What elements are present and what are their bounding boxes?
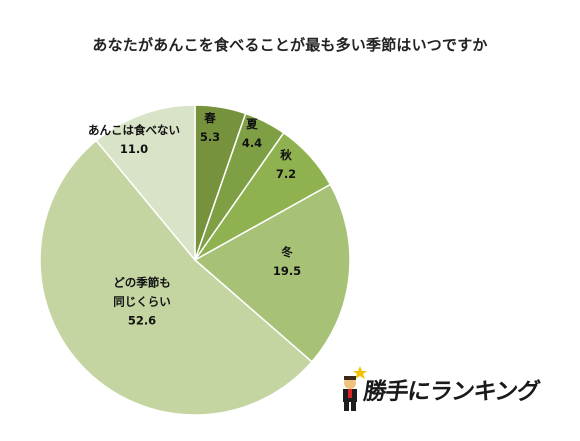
slice-value-label: 5.3 xyxy=(200,130,220,144)
slice-category-label: 春 xyxy=(204,111,216,125)
slice-category-label: 冬 xyxy=(281,245,293,259)
slice-value-label: 11.0 xyxy=(120,142,148,156)
slice-category-label: あんこは食べない xyxy=(88,123,180,137)
brand-logo: 勝手にランキング xyxy=(338,366,548,414)
slice-category-label: 秋 xyxy=(280,148,292,162)
slice-category-label: 同じくらい xyxy=(113,295,171,309)
slice-value-label: 19.5 xyxy=(273,264,301,278)
slice-value-label: 7.2 xyxy=(276,167,296,181)
pie-slice xyxy=(95,104,196,263)
pie-slice xyxy=(193,183,351,363)
slice-value-label: 52.6 xyxy=(128,314,156,328)
logo-text: 勝手にランキング xyxy=(361,379,541,405)
slice-value-label: 4.4 xyxy=(242,136,262,150)
slice-category-label: 夏 xyxy=(246,117,258,131)
mascot-icon xyxy=(343,366,367,411)
pie-slice xyxy=(39,139,313,416)
slice-category-label: どの季節も xyxy=(113,276,171,290)
chart-title: あなたがあんこを食べることが最も多い季節はいつですか xyxy=(92,36,488,54)
